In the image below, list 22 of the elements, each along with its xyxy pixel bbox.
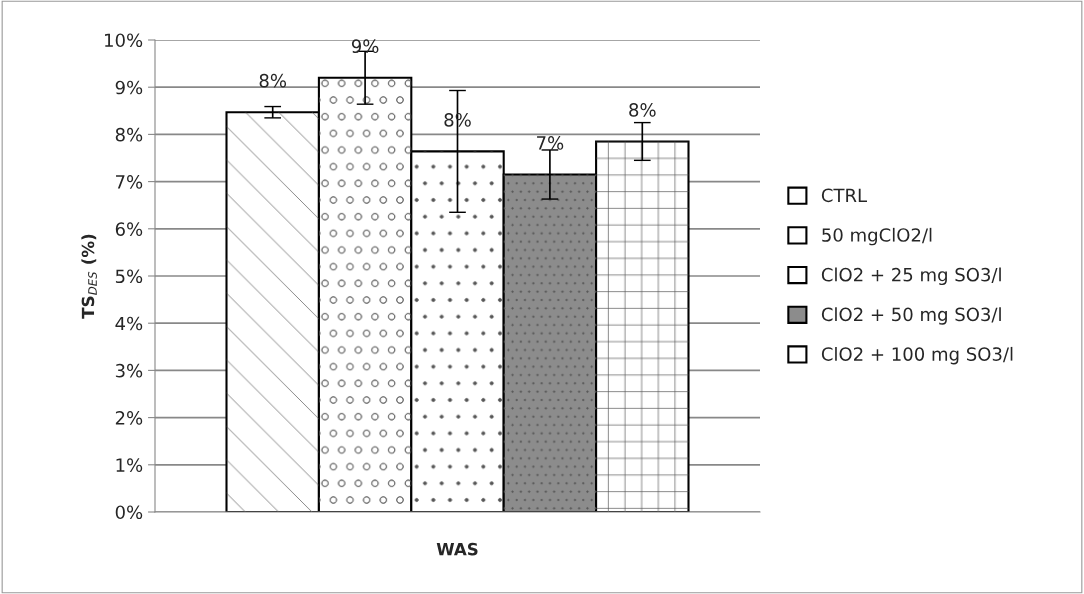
y-tick-label: 5% <box>115 269 143 284</box>
legend-label: ClO2 + 50 mg SO3/l <box>821 307 1001 325</box>
y-axis-title: TS$_{DES}$ (%) <box>81 234 97 319</box>
legend-label: 50 mgClO2/l <box>822 227 932 246</box>
legend-label: CTRL <box>821 188 867 203</box>
y-tick-label: 7% <box>116 175 143 189</box>
data-label: 9% <box>351 39 379 54</box>
y-tick-label: 3% <box>115 363 143 378</box>
y-tick-label: 9% <box>115 80 143 95</box>
data-label: 8% <box>629 103 656 117</box>
legend-label: ClO2 + 100 mg SO3/l <box>821 346 1013 365</box>
y-tick-label: 8% <box>115 127 143 142</box>
y-tick-label: 2% <box>115 411 143 425</box>
y-tick-label: 0% <box>115 505 143 520</box>
legend-label: ClO2 + 25 mg SO3/l <box>821 267 1001 286</box>
data-label: 7% <box>537 136 564 150</box>
y-tick-label: 1% <box>116 458 143 472</box>
y-tick-label: 4% <box>115 316 143 331</box>
y-tick-label: 6% <box>115 222 143 236</box>
x-tick-label: WAS <box>436 542 478 556</box>
data-label: 8% <box>259 73 287 88</box>
y-tick-label: 10% <box>105 33 143 48</box>
